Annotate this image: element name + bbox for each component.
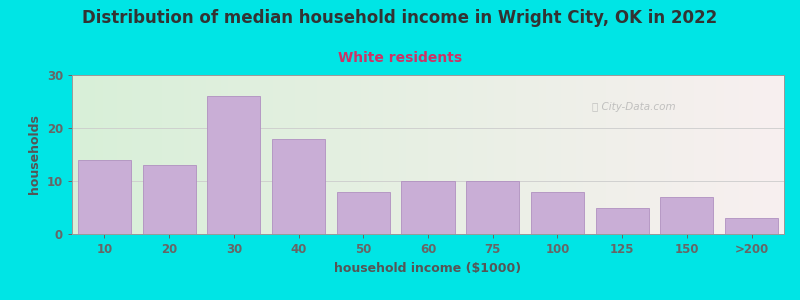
Bar (531, 192, 584, 234)
Text: ⓘ City-Data.com: ⓘ City-Data.com (592, 102, 675, 112)
Bar (596, 208, 649, 234)
Bar (272, 139, 325, 234)
Bar (660, 197, 714, 234)
Bar (402, 181, 454, 234)
Bar (207, 96, 260, 234)
Bar (725, 218, 778, 234)
Bar (337, 192, 390, 234)
Bar (78, 160, 131, 234)
X-axis label: household income ($1000): household income ($1000) (334, 262, 522, 275)
Text: White residents: White residents (338, 51, 462, 65)
Bar (466, 181, 519, 234)
Text: Distribution of median household income in Wright City, OK in 2022: Distribution of median household income … (82, 9, 718, 27)
Y-axis label: households: households (28, 115, 41, 194)
Bar (142, 165, 196, 234)
